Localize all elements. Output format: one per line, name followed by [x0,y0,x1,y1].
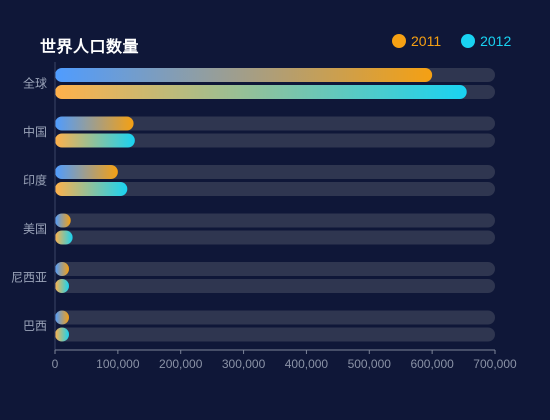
bar-2011-3 [55,213,71,228]
legend-label-2011: 2011 [411,33,442,49]
bar-track-1-1 [55,133,495,148]
bar-2012-4 [55,279,69,293]
bar-track-3-0 [55,213,495,228]
bar-track-5-1 [55,327,495,342]
chart-legend: 2011 2012 [392,33,511,49]
bar-2011-1 [55,116,134,131]
bar-2011-0 [55,68,433,82]
bar-2012-0 [55,85,467,99]
legend-marker-2012 [461,34,476,48]
y-tick-label-5: 巴西 [23,319,47,333]
bar-2012-5 [55,327,69,342]
legend-item-2011[interactable]: 2011 [392,33,441,49]
x-tick-label-4: 400,000 [285,357,329,371]
y-tick-label-1: 中国 [23,124,47,139]
x-tick-label-7: 700,000 [473,357,517,371]
bar-track-2-1 [55,182,495,196]
bar-track-4-0 [55,262,495,276]
bar-track-1-0 [55,116,495,131]
legend-label-2012: 2012 [480,33,512,49]
bar-2012-1 [55,133,135,148]
chart-title: 世界人口数量 [40,39,140,56]
bar-track-2-0 [55,165,495,179]
bar-2011-2 [55,165,118,179]
x-tick-label-0: 0 [52,357,59,371]
bar-2012-2 [55,182,128,196]
bar-2011-4 [55,262,69,276]
legend-item-2012[interactable]: 2012 [461,33,511,49]
bar-track-5-0 [55,310,495,325]
x-tick-label-5: 500,000 [348,357,392,371]
x-tick-label-2: 200,000 [159,357,203,371]
bar-track-3-1 [55,230,495,245]
y-tick-label-4: 尼西亚 [11,271,47,285]
y-tick-label-2: 印度 [23,173,47,188]
bar-track-4-1 [55,279,495,293]
y-tick-label-3: 美国 [23,222,47,236]
x-tick-label-1: 100,000 [96,357,140,371]
x-tick-label-3: 300,000 [222,357,266,371]
bar-2011-5 [55,310,69,325]
legend-marker-2011 [392,34,406,48]
x-tick-label-6: 600,000 [410,357,454,371]
y-tick-label-0: 全球 [23,76,47,91]
bar-2012-3 [55,230,73,245]
